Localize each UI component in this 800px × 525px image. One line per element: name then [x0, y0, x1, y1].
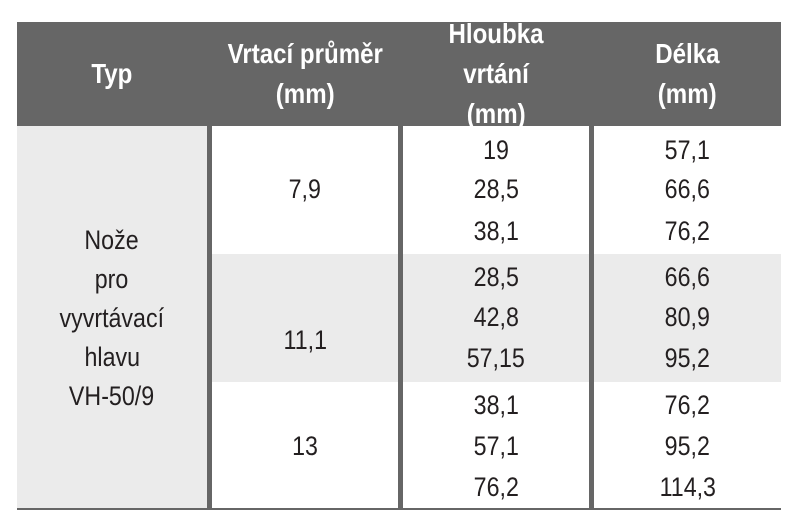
- header-unit: (mm): [275, 78, 335, 109]
- bottom-border: [17, 508, 781, 510]
- header-line: Hloubka vrtání: [448, 18, 544, 89]
- depth-cell: 57,15: [466, 343, 526, 373]
- length-cell: 114,3: [659, 472, 716, 502]
- type-line: pro: [95, 263, 129, 294]
- column-divider: [398, 22, 403, 510]
- diameter-cell: 11,1: [283, 325, 327, 355]
- header-unit: (mm): [466, 98, 526, 129]
- depth-cell: 28,5: [473, 262, 519, 292]
- column-divider: [207, 22, 212, 510]
- diameter-cell: 7,9: [288, 174, 322, 204]
- header-length: Délka (mm): [594, 22, 781, 126]
- type-cell: Nože pro vyvrtávací hlavu VH-50/9: [17, 126, 207, 510]
- type-line: hlavu: [84, 341, 140, 372]
- depth-cell: 57,1: [473, 431, 519, 461]
- depth-cell: 76,2: [473, 472, 519, 502]
- header-diameter: Vrtací průměr (mm): [212, 22, 398, 126]
- header-depth: Hloubka vrtání (mm): [403, 18, 589, 129]
- type-line: vyvrtávací: [59, 302, 165, 333]
- diameter-cell: 13: [292, 431, 318, 461]
- length-cell: 66,6: [664, 174, 711, 204]
- length-cell: 95,2: [664, 343, 711, 373]
- depth-cell: 28,5: [473, 174, 519, 204]
- row-group-2: [207, 254, 781, 382]
- depth-cell: 38,1: [473, 390, 519, 420]
- depth-cell: 42,8: [473, 302, 519, 332]
- depth-cell: 38,1: [473, 216, 519, 246]
- length-cell: 66,6: [664, 262, 711, 292]
- length-cell: 80,9: [664, 302, 711, 332]
- spec-table: Nože pro vyvrtávací hlavu VH-50/9 Typ Vr…: [17, 18, 781, 510]
- length-cell: 76,2: [664, 216, 711, 246]
- column-divider: [589, 22, 594, 510]
- header-line: Vrtací průměr: [227, 38, 383, 69]
- type-line: VH-50/9: [69, 380, 155, 411]
- length-cell: 76,2: [664, 390, 711, 420]
- header-typ: Typ: [17, 22, 207, 126]
- length-cell: 95,2: [664, 431, 711, 461]
- length-cell: 57,1: [664, 135, 711, 165]
- header-unit: (mm): [658, 78, 717, 109]
- type-line: Nože: [84, 224, 140, 255]
- header-line: Typ: [91, 58, 133, 89]
- header-line: Délka: [655, 38, 720, 69]
- depth-cell: 19: [483, 135, 509, 165]
